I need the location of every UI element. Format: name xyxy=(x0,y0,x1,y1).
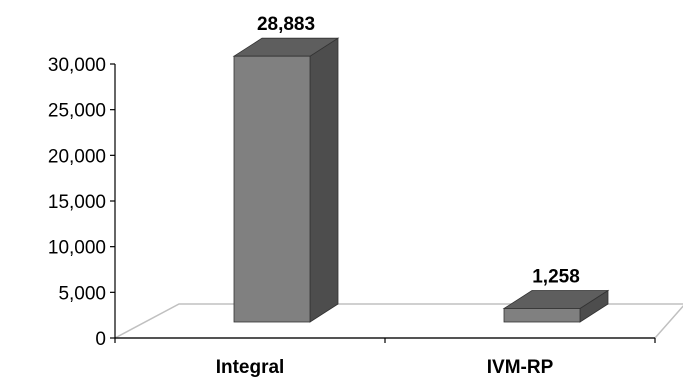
x-category-label: IVM-RP xyxy=(487,357,554,378)
bar-integral xyxy=(232,37,340,323)
y-tick-label: 20,000 xyxy=(48,146,106,167)
x-axis: Integral IVM-RP xyxy=(114,337,656,378)
y-tick-label: 5,000 xyxy=(58,283,106,304)
data-label: 1,258 xyxy=(532,267,580,288)
y-tick-label: 10,000 xyxy=(48,238,106,259)
y-tick-label: 25,000 xyxy=(48,101,106,122)
y-axis: 0 5,000 10,000 15,000 20,000 25,000 30,000 xyxy=(48,55,116,350)
bar-front xyxy=(233,55,311,323)
y-tick-label: 30,000 xyxy=(48,55,106,76)
data-label: 28,883 xyxy=(257,14,315,35)
y-tick-label: 15,000 xyxy=(48,192,106,213)
y-tick-label: 0 xyxy=(95,329,106,350)
bar-side xyxy=(309,37,339,323)
bars xyxy=(232,37,610,323)
bar-ivm-rp xyxy=(502,289,610,323)
x-category-label: Integral xyxy=(216,357,285,378)
data-labels: 28,883 1,258 xyxy=(257,14,580,287)
bar-front xyxy=(503,308,581,323)
